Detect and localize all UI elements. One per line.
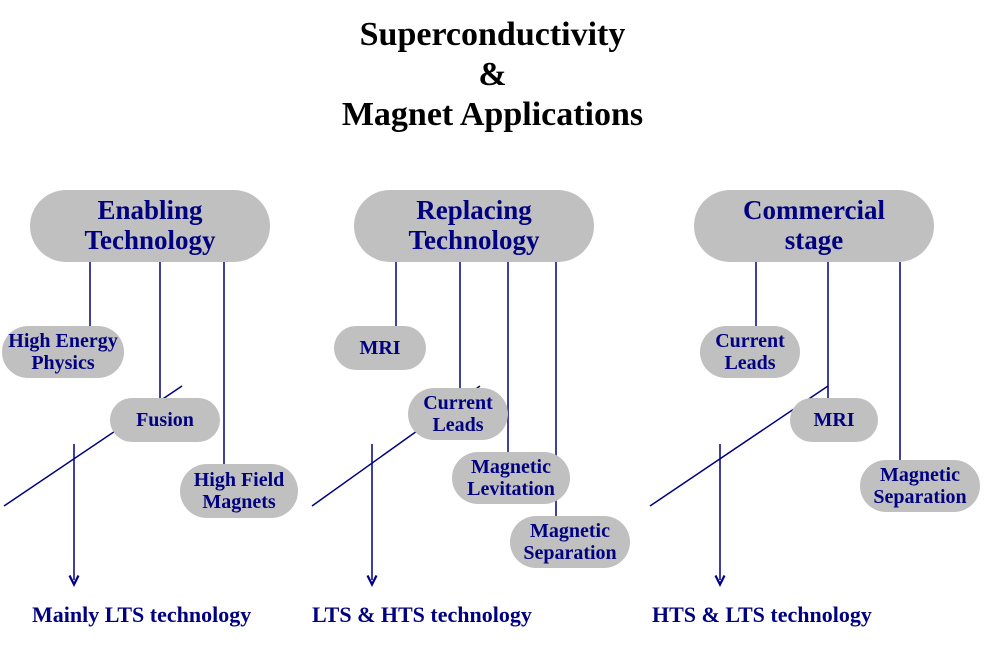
column-caption: Mainly LTS technology <box>32 602 251 628</box>
child-node: Magnetic Separation <box>860 460 980 512</box>
title-line3: Magnet Applications <box>0 96 985 134</box>
child-node: Fusion <box>110 398 220 442</box>
child-node: High Field Magnets <box>180 464 298 518</box>
child-node: Current Leads <box>408 388 508 440</box>
child-node: MRI <box>790 398 878 442</box>
column-caption: HTS & LTS technology <box>652 602 872 628</box>
header-node: Enabling Technology <box>30 190 270 262</box>
child-node: Magnetic Separation <box>510 516 630 568</box>
title-line2: & <box>0 56 985 94</box>
header-node: Commercial stage <box>694 190 934 262</box>
header-node: Replacing Technology <box>354 190 594 262</box>
column-caption: LTS & HTS technology <box>312 602 532 628</box>
child-node: Current Leads <box>700 326 800 378</box>
child-node: MRI <box>334 326 426 370</box>
title-line1: Superconductivity <box>0 16 985 54</box>
child-node: High Energy Physics <box>2 326 124 378</box>
child-node: Magnetic Levitation <box>452 452 570 504</box>
